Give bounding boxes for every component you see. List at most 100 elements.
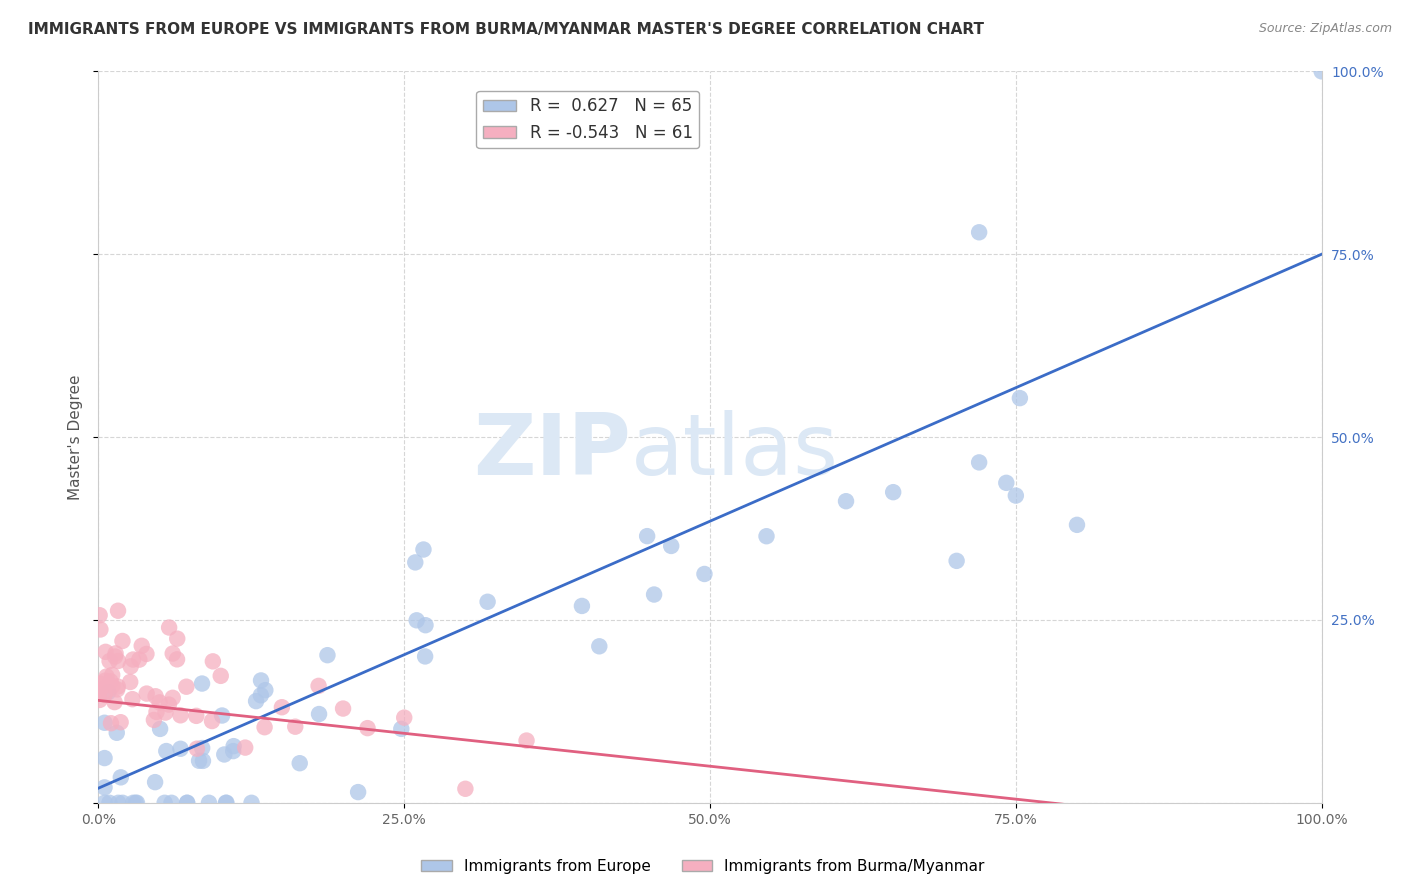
- Point: [755, 529, 778, 543]
- Point: [104, 647, 127, 661]
- Point: [191, 676, 214, 690]
- Point: [222, 739, 245, 753]
- Point: [97, 685, 120, 699]
- Point: [94, 673, 117, 688]
- Point: [157, 698, 180, 712]
- Point: [1066, 517, 1088, 532]
- Point: [250, 673, 273, 688]
- Point: [155, 744, 177, 758]
- Point: [125, 796, 148, 810]
- Point: [176, 796, 198, 810]
- Point: [122, 796, 145, 810]
- Point: [945, 554, 967, 568]
- Point: [270, 700, 294, 714]
- Point: [145, 705, 167, 719]
- Point: [571, 599, 593, 613]
- Point: [188, 754, 211, 768]
- Point: [211, 708, 233, 723]
- Point: [967, 225, 990, 239]
- Text: IMMIGRANTS FROM EUROPE VS IMMIGRANTS FROM BURMA/MYANMAR MASTER'S DEGREE CORRELAT: IMMIGRANTS FROM EUROPE VS IMMIGRANTS FRO…: [28, 22, 984, 37]
- Point: [882, 485, 904, 500]
- Point: [222, 744, 245, 758]
- Point: [412, 542, 434, 557]
- Point: [157, 621, 180, 635]
- Point: [693, 566, 716, 581]
- Point: [155, 706, 177, 720]
- Point: [347, 785, 370, 799]
- Point: [233, 740, 256, 755]
- Point: [89, 608, 111, 623]
- Point: [215, 796, 238, 810]
- Point: [404, 555, 426, 569]
- Point: [198, 796, 221, 810]
- Point: [142, 713, 165, 727]
- Point: [120, 675, 142, 690]
- Point: [107, 604, 129, 618]
- Point: [135, 647, 157, 661]
- Point: [415, 618, 437, 632]
- Point: [454, 781, 477, 796]
- Point: [122, 652, 145, 666]
- Point: [105, 726, 128, 740]
- Text: Source: ZipAtlas.com: Source: ZipAtlas.com: [1258, 22, 1392, 36]
- Point: [588, 640, 610, 654]
- Point: [659, 539, 682, 553]
- Point: [153, 796, 176, 810]
- Point: [516, 733, 538, 747]
- Point: [356, 721, 378, 735]
- Point: [166, 652, 188, 666]
- Point: [93, 715, 115, 730]
- Point: [162, 647, 184, 661]
- Point: [636, 529, 658, 543]
- Point: [215, 796, 238, 810]
- Point: [149, 695, 172, 709]
- Point: [98, 796, 121, 810]
- Point: [107, 680, 129, 694]
- Point: [111, 634, 134, 648]
- Point: [100, 674, 122, 689]
- Point: [967, 455, 990, 469]
- Point: [111, 796, 134, 810]
- Point: [308, 679, 330, 693]
- Point: [413, 649, 436, 664]
- Point: [332, 701, 354, 715]
- Point: [104, 649, 127, 664]
- Point: [169, 741, 191, 756]
- Point: [245, 694, 267, 708]
- Point: [1310, 64, 1333, 78]
- Point: [93, 780, 115, 795]
- Point: [100, 716, 122, 731]
- Point: [169, 708, 191, 723]
- Point: [110, 715, 132, 730]
- Point: [103, 695, 125, 709]
- Point: [316, 648, 339, 662]
- Point: [135, 687, 157, 701]
- Point: [107, 654, 129, 668]
- Point: [93, 687, 115, 701]
- Point: [162, 690, 184, 705]
- Point: [995, 475, 1018, 490]
- Point: [201, 654, 224, 668]
- Point: [89, 683, 111, 698]
- Point: [201, 714, 224, 728]
- Text: atlas: atlas: [630, 410, 838, 493]
- Point: [191, 741, 214, 756]
- Point: [110, 770, 132, 784]
- Point: [93, 751, 115, 765]
- Point: [107, 796, 129, 810]
- Point: [288, 756, 311, 771]
- Point: [101, 668, 124, 682]
- Point: [643, 588, 665, 602]
- Point: [186, 741, 208, 756]
- Text: ZIP: ZIP: [472, 410, 630, 493]
- Point: [98, 654, 121, 668]
- Point: [389, 722, 412, 736]
- Point: [89, 693, 111, 707]
- Point: [166, 632, 188, 646]
- Point: [96, 669, 118, 683]
- Point: [128, 653, 150, 667]
- Point: [149, 722, 172, 736]
- Point: [176, 796, 198, 810]
- Point: [250, 688, 273, 702]
- Point: [143, 775, 166, 789]
